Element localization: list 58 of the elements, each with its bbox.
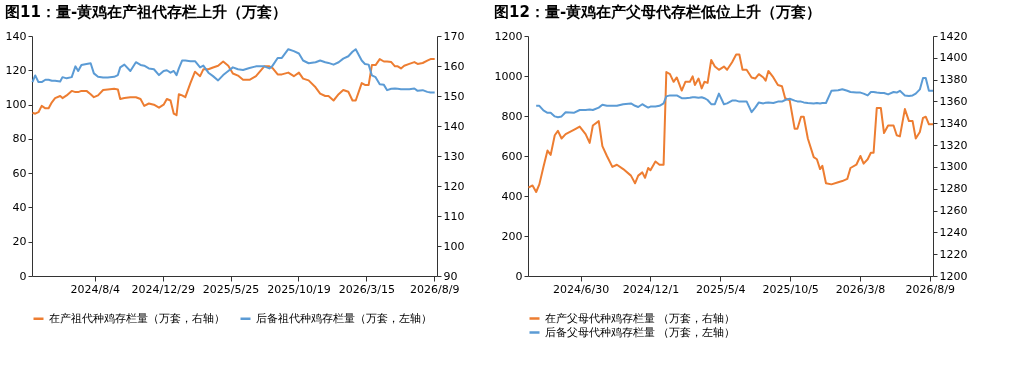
y2-tick-label: 1340 <box>939 116 968 130</box>
legend-label: 后备父母代种鸡存栏量 （万套，左轴） <box>545 325 736 339</box>
y2-tick-label: 1420 <box>939 29 968 43</box>
x-tick-label: 2024/8/4 <box>70 282 121 296</box>
chart-title: 图11：量-黄鸡在产祖代存栏上升（万套） <box>5 3 288 21</box>
line-series <box>31 48 436 94</box>
y2-tick-label: 100 <box>443 239 465 253</box>
x-tick-label: 2026/8/9 <box>905 282 956 296</box>
y2-tick-label: 1360 <box>939 94 968 108</box>
y2-tick-label: 1380 <box>939 73 968 87</box>
x-tick-label: 2026/8/9 <box>410 282 460 296</box>
y2-tick-label: 150 <box>443 89 465 103</box>
y-tick-label: 60 <box>12 166 27 180</box>
line-series <box>535 77 934 119</box>
chart-title: 图12：量-黄鸡在产父母代存栏低位上升（万套） <box>494 3 822 21</box>
x-tick-label: 2024/6/30 <box>552 282 610 296</box>
line-series <box>527 53 934 193</box>
y2-tick-label: 1300 <box>939 160 968 174</box>
y2-tick-label: 130 <box>443 149 465 163</box>
y-tick-label: 600 <box>501 149 523 163</box>
y-tick-label: 0 <box>19 269 27 283</box>
y-tick-label: 40 <box>12 200 27 214</box>
y-tick-label: 1000 <box>494 69 523 83</box>
y2-tick-label: 140 <box>443 119 465 133</box>
y2-tick-label: 110 <box>443 209 465 223</box>
x-tick-label: 2024/12/29 <box>131 282 195 296</box>
x-tick-label: 2026/3/8 <box>835 282 886 296</box>
line-series <box>31 58 436 117</box>
y2-tick-label: 1200 <box>939 269 968 283</box>
y-tick-label: 800 <box>501 109 523 123</box>
x-tick-label: 2025/5/4 <box>696 282 746 296</box>
y-tick-label: 140 <box>5 29 27 43</box>
legend-label: 在产祖代种鸡存栏量（万套，右轴） <box>49 311 225 325</box>
x-tick-label: 2025/5/25 <box>202 282 260 296</box>
y-tick-label: 80 <box>12 132 27 146</box>
y2-tick-label: 1400 <box>939 51 968 65</box>
legend-label: 在产父母代种鸡存栏量 （万套，右轴） <box>545 311 736 325</box>
y2-tick-label: 170 <box>443 29 465 43</box>
y2-tick-label: 160 <box>443 59 465 73</box>
x-tick-label: 2024/12/1 <box>622 282 680 296</box>
x-tick-label: 2025/10/19 <box>267 282 331 296</box>
y2-tick-label: 90 <box>443 269 458 283</box>
y-tick-label: 100 <box>5 98 27 112</box>
y-tick-label: 20 <box>12 235 27 249</box>
y2-tick-label: 120 <box>443 179 465 193</box>
x-tick-label: 2026/3/15 <box>338 282 396 296</box>
x-tick-label: 2025/10/5 <box>762 282 819 296</box>
y2-tick-label: 1220 <box>939 247 968 261</box>
y-tick-label: 1200 <box>494 29 523 43</box>
y-tick-label: 0 <box>515 269 523 283</box>
y2-tick-label: 1260 <box>939 204 968 218</box>
y2-tick-label: 1320 <box>939 138 968 152</box>
y-tick-label: 120 <box>5 63 27 77</box>
y2-tick-label: 1240 <box>939 225 968 239</box>
legend-label: 后备祖代种鸡存栏量（万套，左轴） <box>256 311 432 325</box>
y-tick-label: 200 <box>501 229 523 243</box>
y2-tick-label: 1280 <box>939 182 968 196</box>
y-tick-label: 400 <box>501 189 523 203</box>
